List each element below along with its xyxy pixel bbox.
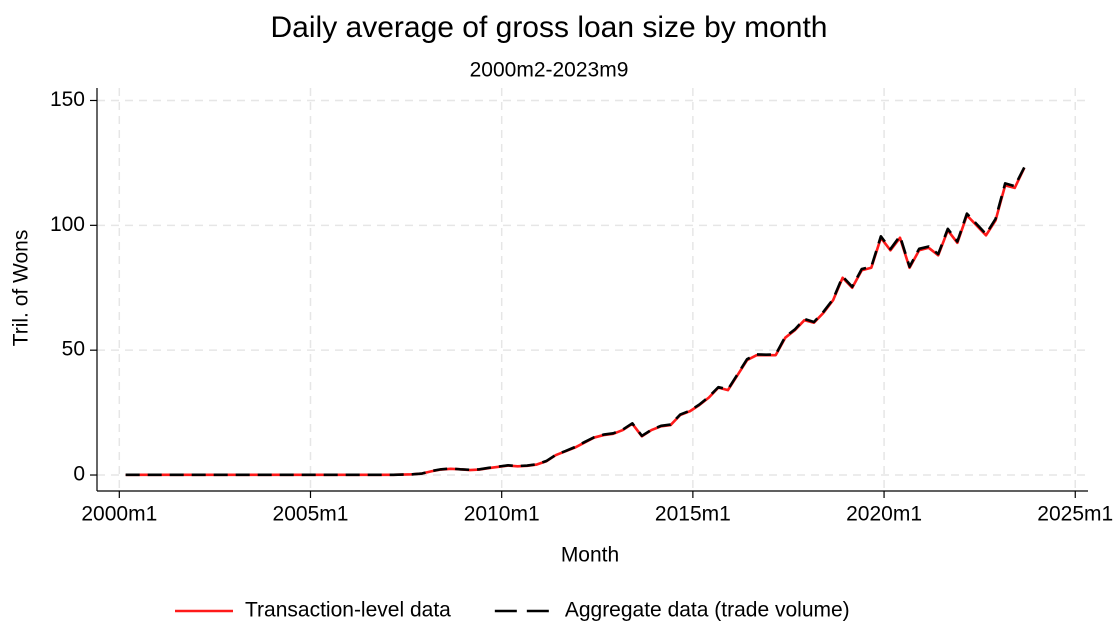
x-tick-label: 2005m1 xyxy=(273,503,349,526)
series-line xyxy=(125,166,1026,477)
y-axis-label: Tril. of Wons xyxy=(10,230,33,347)
x-tick-label: 2020m1 xyxy=(846,503,922,526)
y-tick-label: 150 xyxy=(50,88,85,111)
x-tick-label: 2010m1 xyxy=(464,503,540,526)
chart-title: Daily average of gross loan size by mont… xyxy=(271,11,828,44)
y-tick-label: 100 xyxy=(50,213,85,236)
legend-label: Aggregate data (trade volume) xyxy=(565,599,850,622)
series-line xyxy=(125,167,1026,477)
legend-label: Transaction-level data xyxy=(245,599,451,622)
chart-subtitle: 2000m2-2023m9 xyxy=(470,59,629,82)
x-tick-label: 2000m1 xyxy=(81,503,157,526)
x-axis-label: Month xyxy=(561,544,619,567)
y-tick-label: 50 xyxy=(62,338,85,361)
y-tick-label: 0 xyxy=(73,463,85,486)
x-tick-label: 2015m1 xyxy=(655,503,731,526)
x-tick-label: 2025m1 xyxy=(1037,503,1113,526)
